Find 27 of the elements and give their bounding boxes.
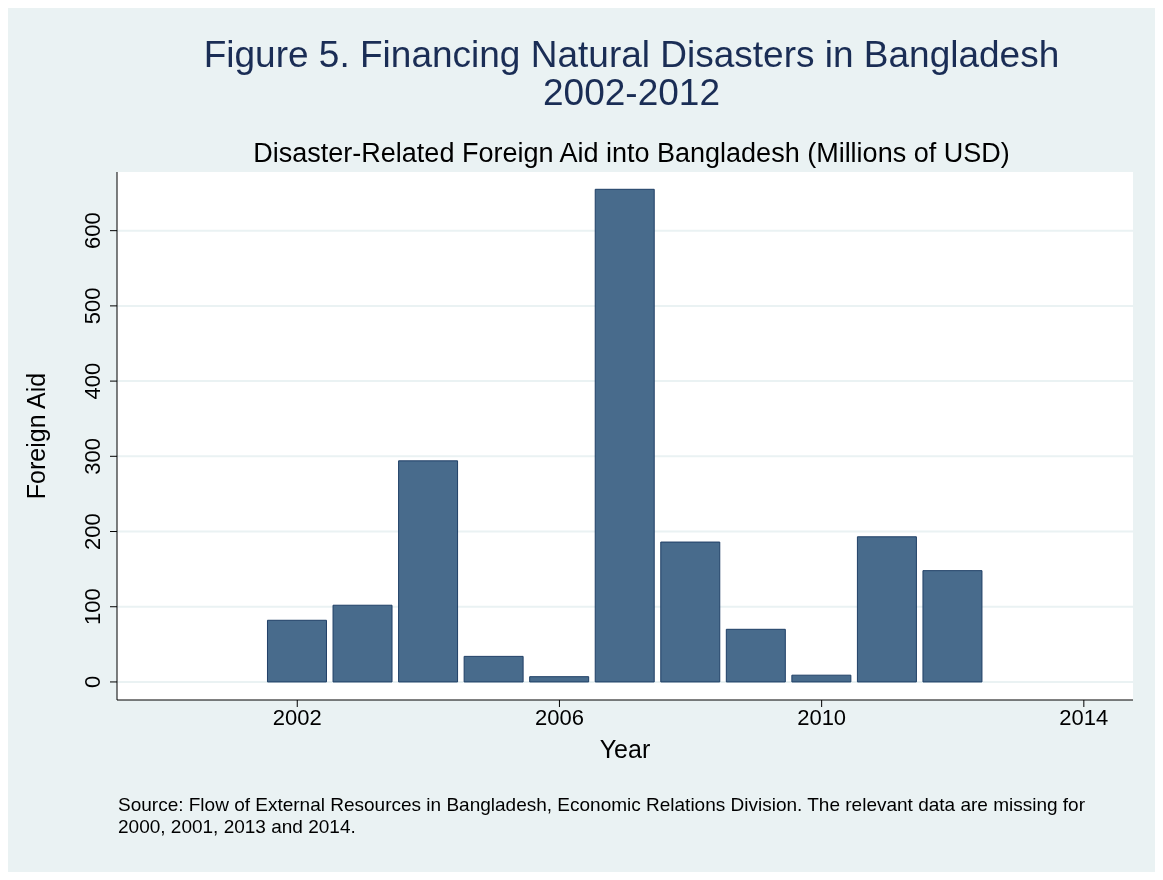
bar xyxy=(922,570,983,683)
y-tick-label: 300 xyxy=(80,437,105,475)
y-axis-title: Foreign Aid xyxy=(21,372,50,500)
bar xyxy=(332,604,393,683)
y-tick-label: 500 xyxy=(80,287,105,325)
y-tick-label: 0 xyxy=(80,675,105,689)
x-axis-title: Year xyxy=(599,735,651,763)
bar xyxy=(856,536,917,683)
bar xyxy=(660,541,721,683)
bar xyxy=(266,619,327,683)
bar xyxy=(463,655,524,683)
x-tick-label: 2002 xyxy=(272,704,322,730)
y-tick-label: 200 xyxy=(80,513,105,550)
x-tick-label: 2006 xyxy=(534,704,584,730)
x-tick-label: 2010 xyxy=(797,704,847,730)
source-note: Source: Flow of External Resources in Bangladesh, Economic Relations Division. The relevant data are missing for 2000, 2001, 2013 and 2014. xyxy=(118,794,1086,838)
y-tick-label: 600 xyxy=(80,212,105,250)
y-tick-label: 400 xyxy=(80,362,105,400)
x-tick-label: 2014 xyxy=(1059,704,1109,730)
chart-title: Figure 5. Financing Natural Disasters in Bangladesh 2002-2012 xyxy=(202,34,1061,113)
bar xyxy=(398,460,459,683)
y-tick-label: 100 xyxy=(80,588,105,626)
bar xyxy=(791,674,852,683)
bar xyxy=(529,676,590,683)
bar xyxy=(725,628,786,683)
bar xyxy=(594,188,655,683)
chart-subtitle: Disaster-Related Foreign Aid into Bangladesh (Millions of USD) xyxy=(252,138,1011,169)
